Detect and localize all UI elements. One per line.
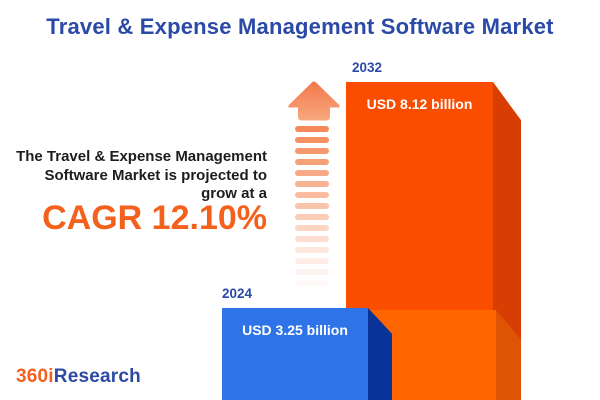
- intro-line: The Travel & Expense Management: [16, 148, 267, 165]
- intro-line: grow at a: [201, 185, 267, 202]
- bar-2024-front: [222, 308, 368, 400]
- bar-2032-year-label: 2032: [352, 60, 383, 75]
- bar-2024-value-label: USD 3.25 billion: [242, 322, 348, 338]
- cagr-value: CAGR 12.10%: [42, 199, 267, 237]
- growth-arrow-icon: [288, 81, 340, 286]
- brand-logo-suffix: Research: [53, 366, 141, 387]
- bar-2032-value-label: USD 8.12 billion: [366, 96, 473, 112]
- intro-text: The Travel & Expense Management Software…: [16, 148, 267, 204]
- page-title: Travel & Expense Management Software Mar…: [46, 14, 554, 39]
- bar-2024-year-label: 2024: [222, 286, 253, 301]
- brand-logo: 360iResearch: [16, 366, 141, 388]
- intro-line: Software Market is projected to: [44, 166, 267, 184]
- brand-logo-prefix: 360i: [16, 366, 54, 387]
